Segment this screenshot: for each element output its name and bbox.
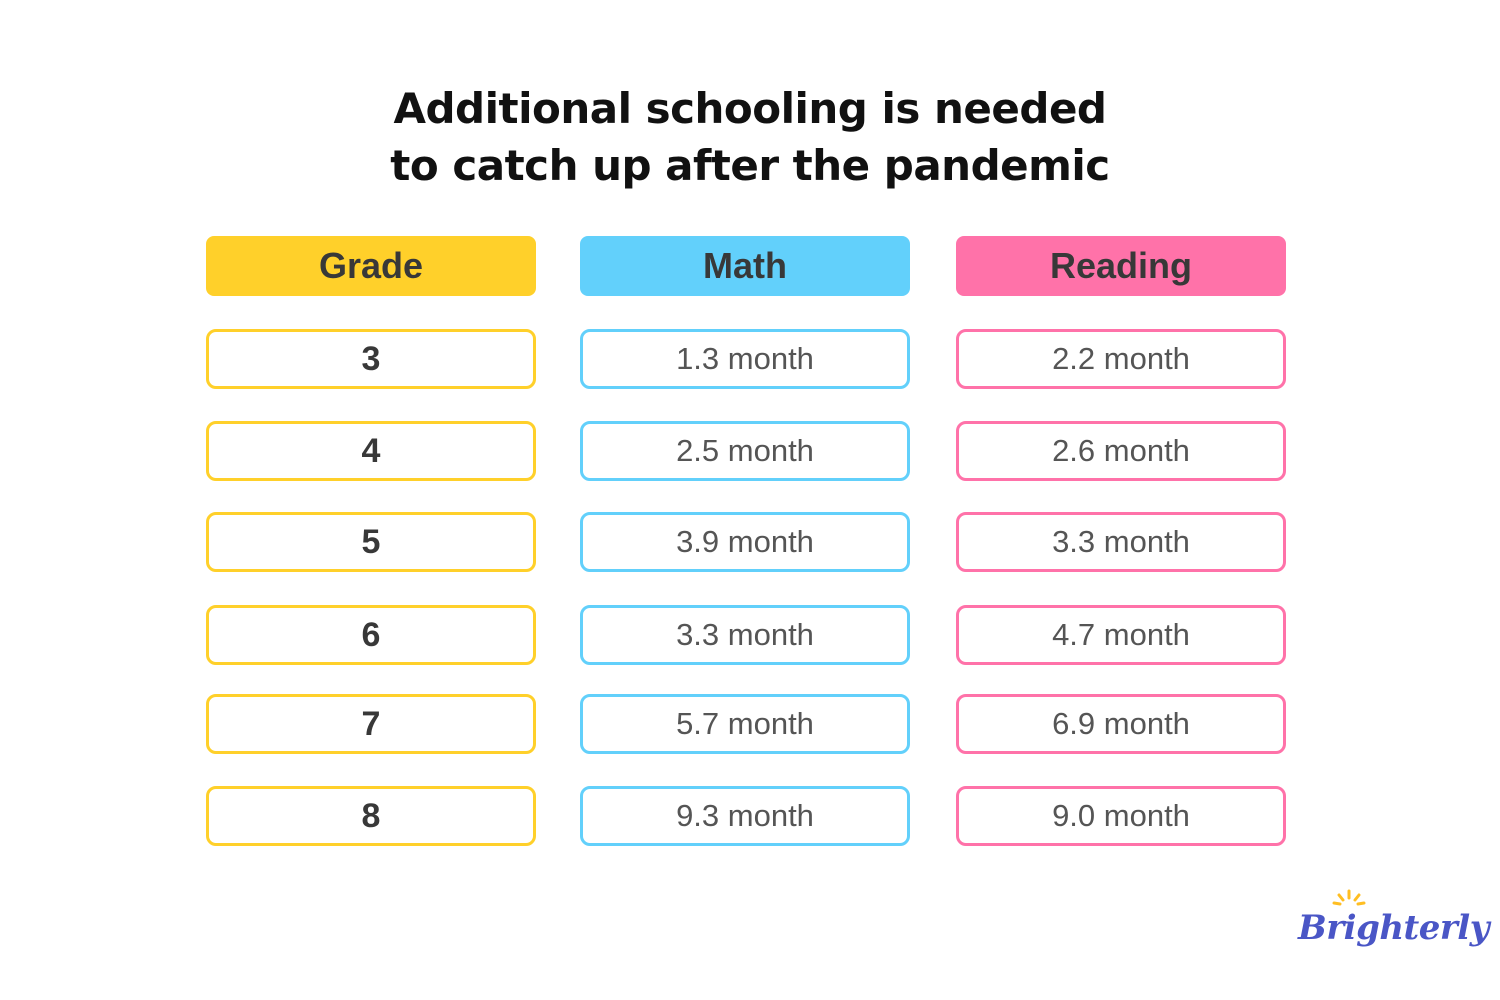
table-cell-grade: 3 bbox=[206, 329, 536, 389]
table-cell-grade: 7 bbox=[206, 694, 536, 754]
column-header-math: Math bbox=[580, 236, 910, 296]
table-cell-reading: 9.0 month bbox=[956, 786, 1286, 846]
logo-wordmark: Brighterly bbox=[1298, 908, 1489, 948]
chart-title-line-1: Additional schooling is needed bbox=[393, 84, 1107, 133]
column-header-reading: Reading bbox=[956, 236, 1286, 296]
table-cell-math: 3.3 month bbox=[580, 605, 910, 665]
column-header-grade: Grade bbox=[206, 236, 536, 296]
table-cell-math: 3.9 month bbox=[580, 512, 910, 572]
sun-rays-icon bbox=[1332, 889, 1366, 906]
table-cell-reading: 6.9 month bbox=[956, 694, 1286, 754]
brighterly-logo: Brighterly bbox=[1298, 889, 1489, 948]
table-cell-grade: 5 bbox=[206, 512, 536, 572]
chart-title-line-2: to catch up after the pandemic bbox=[390, 141, 1110, 190]
chart-title: Additional schooling is needed to catch … bbox=[0, 80, 1500, 194]
table-cell-math: 1.3 month bbox=[580, 329, 910, 389]
table-cell-reading: 4.7 month bbox=[956, 605, 1286, 665]
table-cell-grade: 8 bbox=[206, 786, 536, 846]
table-cell-grade: 6 bbox=[206, 605, 536, 665]
table-cell-reading: 3.3 month bbox=[956, 512, 1286, 572]
table-cell-math: 9.3 month bbox=[580, 786, 910, 846]
table-cell-reading: 2.6 month bbox=[956, 421, 1286, 481]
table-cell-math: 2.5 month bbox=[580, 421, 910, 481]
table-cell-math: 5.7 month bbox=[580, 694, 910, 754]
table-cell-reading: 2.2 month bbox=[956, 329, 1286, 389]
table-cell-grade: 4 bbox=[206, 421, 536, 481]
